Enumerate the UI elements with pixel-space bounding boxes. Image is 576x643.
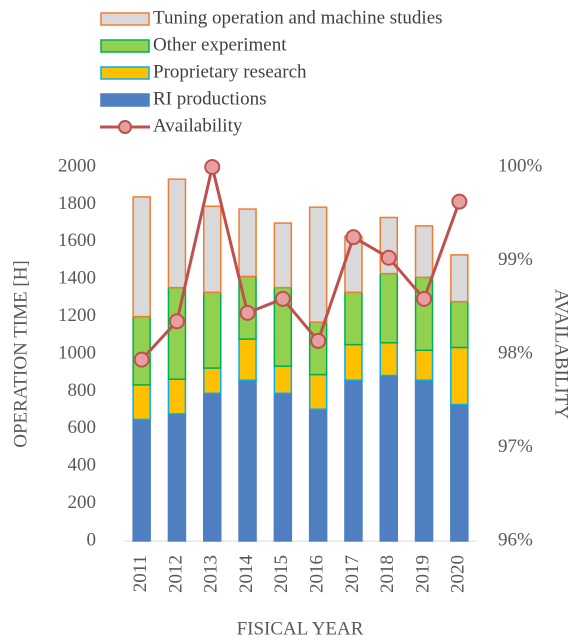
- availability-marker: [168, 313, 185, 330]
- x-axis-title: FISICAL YEAR: [237, 618, 364, 639]
- bar-segment: [167, 413, 187, 542]
- bar-segment: [414, 276, 434, 352]
- y2-tick-label: 96%: [498, 529, 533, 550]
- bar-segment: [450, 300, 469, 349]
- availability-line: [140, 166, 461, 361]
- legend-swatch: [100, 93, 150, 107]
- bar-segment: [344, 343, 363, 381]
- x-tick-label: 2016: [307, 555, 328, 593]
- legend-label: Availability: [153, 115, 243, 136]
- bar-segment: [308, 408, 328, 542]
- legend-swatch: [100, 12, 150, 26]
- availability-marker: [416, 290, 433, 307]
- legend-label: RI productions: [153, 88, 266, 109]
- y-tick-label: 1600: [58, 230, 96, 251]
- bar-segment: [450, 254, 469, 303]
- bar-segment: [414, 225, 434, 279]
- y-tick-label: 0: [87, 529, 97, 550]
- legend-label: Proprietary research: [153, 61, 307, 82]
- x-tick-label: 2015: [271, 555, 292, 593]
- bar-segment: [238, 379, 257, 542]
- x-tick-label: 2020: [448, 555, 469, 593]
- y-tick-label: 1400: [58, 268, 96, 289]
- bar-segment: [344, 379, 363, 542]
- bar-segment: [203, 291, 222, 369]
- y-tick-label: 1200: [58, 305, 96, 326]
- x-tick-label: 2012: [165, 555, 186, 593]
- bar-segment: [132, 315, 151, 386]
- legend-label: Other experiment: [153, 34, 287, 55]
- x-tick-label: 2018: [377, 555, 398, 593]
- y-tick-label: 200: [68, 492, 97, 513]
- y2-axis-title: AVAILABILITY: [551, 289, 572, 419]
- y2-tick-label: 97%: [498, 436, 533, 457]
- bar-segment: [203, 392, 222, 542]
- y-tick-label: 600: [68, 417, 97, 438]
- bar-segment: [379, 374, 398, 542]
- x-tick-label: 2017: [342, 555, 363, 593]
- bar-segment: [273, 365, 293, 395]
- bar-segment: [308, 206, 328, 323]
- bar-segment: [167, 178, 187, 289]
- y-axis-title: OPERATION TIME [H]: [10, 260, 31, 448]
- availability-marker: [310, 332, 327, 349]
- bar-segment: [132, 418, 151, 542]
- bar-segment: [203, 367, 222, 395]
- bar-segment: [414, 379, 434, 542]
- legend-swatch: [100, 39, 150, 53]
- bar-segment: [450, 346, 469, 406]
- x-tick-label: 2014: [236, 555, 257, 594]
- availability-marker: [274, 290, 291, 307]
- x-tick-label: 2013: [201, 555, 222, 593]
- bar-segment: [273, 392, 293, 542]
- bar-segment: [344, 291, 363, 346]
- bar-segment: [238, 338, 257, 381]
- bar-segment: [414, 349, 434, 381]
- availability-marker: [239, 304, 256, 321]
- bar-segment: [132, 196, 151, 318]
- availability-marker: [204, 159, 221, 175]
- bar-segment: [379, 272, 398, 344]
- x-tick-label: 2011: [130, 555, 151, 592]
- bar-segment: [308, 373, 328, 410]
- legend-marker: [118, 120, 132, 134]
- availability-marker: [451, 193, 468, 210]
- y-tick-label: 1800: [58, 193, 96, 214]
- availability-marker: [345, 229, 362, 246]
- y-tick-label: 400: [68, 455, 97, 476]
- bar-segment: [450, 403, 469, 542]
- y2-tick-label: 99%: [498, 249, 533, 270]
- y2-tick-label: 100%: [498, 155, 543, 176]
- y2-tick-label: 98%: [498, 342, 533, 363]
- x-tick-label: 2019: [412, 555, 433, 593]
- y-tick-label: 800: [68, 380, 97, 401]
- legend-label: Tuning operation and machine studies: [153, 7, 443, 28]
- y-tick-label: 1000: [58, 342, 96, 363]
- bar-segment: [238, 208, 257, 278]
- availability-marker: [380, 249, 397, 266]
- legend-swatch: [100, 66, 150, 80]
- y-tick-label: 2000: [58, 155, 96, 176]
- bar-segment: [273, 222, 293, 289]
- availability-marker: [133, 351, 150, 368]
- bar-segment: [203, 205, 222, 294]
- bar-segment: [167, 378, 187, 415]
- bar-segment: [379, 342, 398, 377]
- bar-segment: [132, 384, 151, 421]
